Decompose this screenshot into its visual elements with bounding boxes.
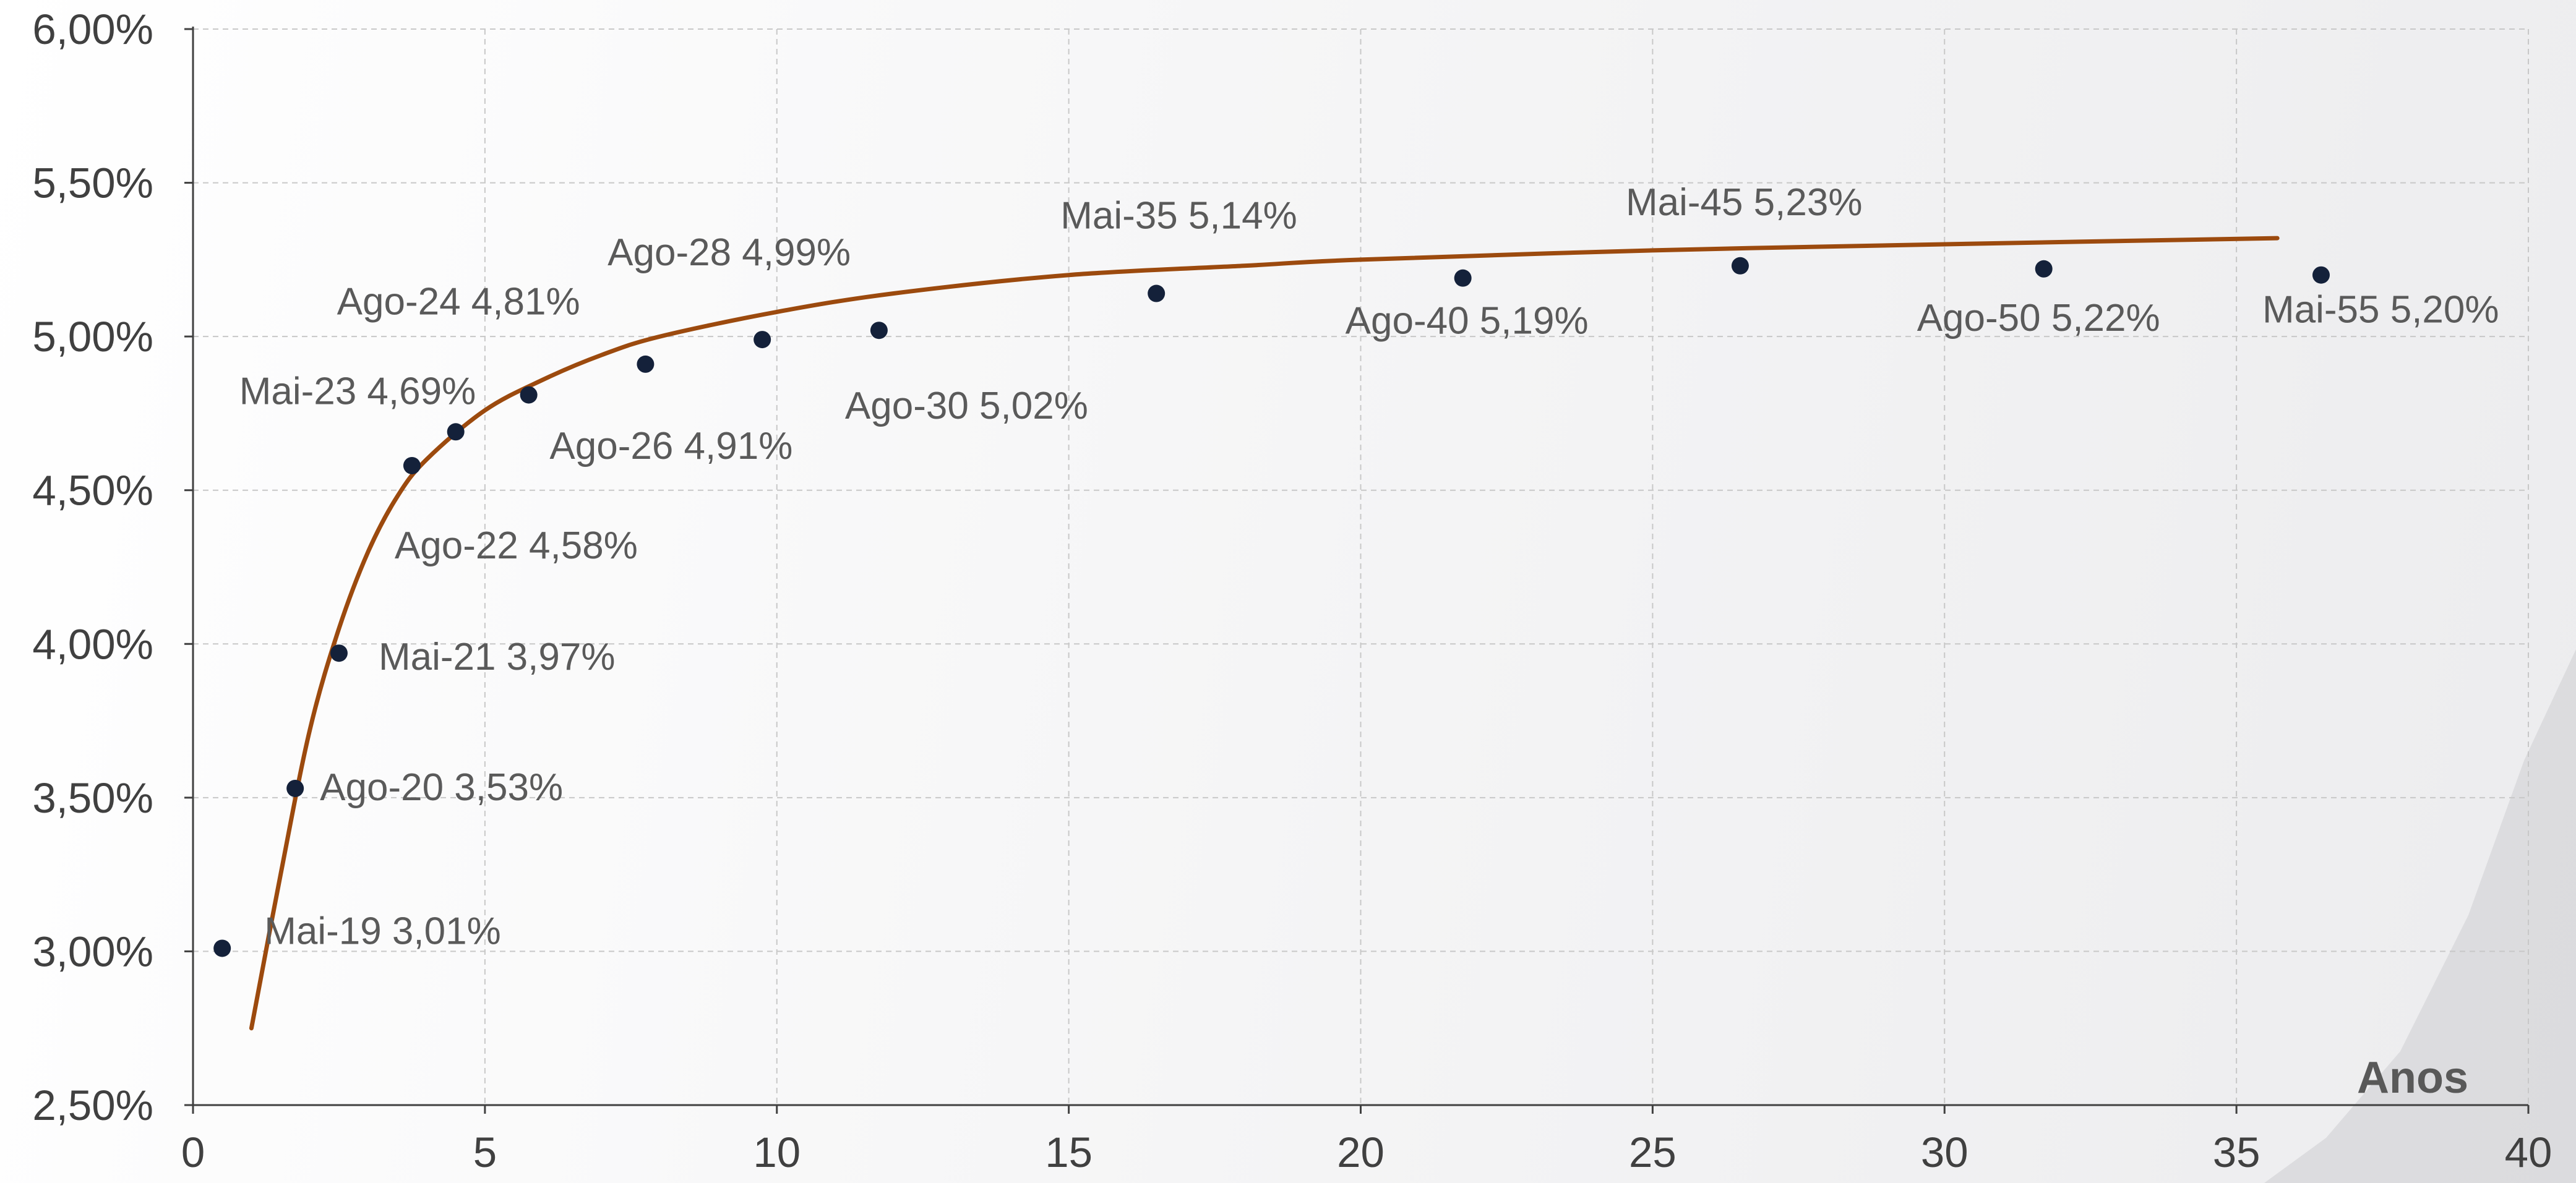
data-point: [330, 644, 348, 662]
y-axis-ticks: 2,50% 3,00% 3,50% 4,00% 4,50% 5,00% 5,50% 6,00%: [32, 6, 153, 1129]
data-point: [753, 331, 771, 348]
data-label: Mai-55 5,20%: [2262, 289, 2499, 331]
data-point: [1732, 257, 1749, 275]
x-tick-label: 5: [473, 1129, 497, 1176]
x-tick-label: 0: [181, 1129, 205, 1176]
x-tick-label: 20: [1337, 1129, 1385, 1176]
y-tick-label: 3,50%: [32, 774, 153, 822]
data-point: [447, 423, 465, 440]
y-tick-label: 6,00%: [32, 6, 153, 53]
data-point: [213, 939, 231, 957]
x-axis-title: Anos: [2357, 1053, 2468, 1103]
x-axis-ticks: 0 5 10 15 20 25 30 35 40: [181, 1129, 2552, 1176]
data-label: Mai-45 5,23%: [1626, 181, 1863, 224]
data-point: [2035, 260, 2053, 278]
y-tick-label: 2,50%: [32, 1082, 153, 1129]
data-point: [870, 322, 888, 339]
data-label: Ago-40 5,19%: [1346, 300, 1589, 343]
y-tick-label: 4,50%: [32, 467, 153, 515]
y-tick-label: 4,00%: [32, 620, 153, 668]
x-tick-label: 25: [1629, 1129, 1677, 1176]
axes: [184, 27, 2528, 1114]
data-label: Mai-19 3,01%: [264, 910, 501, 952]
x-tick-label: 15: [1045, 1129, 1093, 1176]
data-label: Mai-35 5,14%: [1060, 195, 1297, 237]
x-tick-label: 35: [2213, 1129, 2260, 1176]
data-label: Ago-24 4,81%: [337, 281, 580, 323]
data-point: [2312, 267, 2330, 284]
data-label: Ago-30 5,02%: [845, 385, 1088, 427]
x-tick-label: 10: [753, 1129, 801, 1176]
data-label: Ago-20 3,53%: [320, 766, 563, 809]
y-tick-label: 5,50%: [32, 160, 153, 207]
corner-swoosh-decoration: [2264, 649, 2576, 1183]
data-point: [403, 457, 421, 474]
data-point: [286, 780, 304, 797]
data-label: Mai-21 3,97%: [379, 636, 616, 678]
data-point: [1454, 270, 1472, 287]
y-tick-label: 5,00%: [32, 313, 153, 361]
data-label: Mai-23 4,69%: [239, 370, 476, 412]
data-labels: Mai-19 3,01% Ago-20 3,53% Mai-21 3,97% Ago-…: [239, 181, 2499, 953]
data-points: [213, 257, 2330, 957]
data-label: Ago-22 4,58%: [395, 524, 638, 567]
data-label: Ago-50 5,22%: [1917, 297, 2160, 340]
data-point: [1148, 285, 1165, 302]
fitted-yield-curve: [251, 238, 2277, 1028]
y-tick-label: 3,00%: [32, 928, 153, 975]
data-point: [520, 387, 538, 404]
grid: [193, 29, 2528, 1105]
data-label: Ago-28 4,99%: [608, 231, 851, 274]
x-tick-label: 30: [1921, 1129, 1968, 1176]
data-label: Ago-26 4,91%: [549, 425, 792, 468]
data-point: [637, 356, 654, 373]
x-tick-label: 40: [2505, 1129, 2552, 1176]
